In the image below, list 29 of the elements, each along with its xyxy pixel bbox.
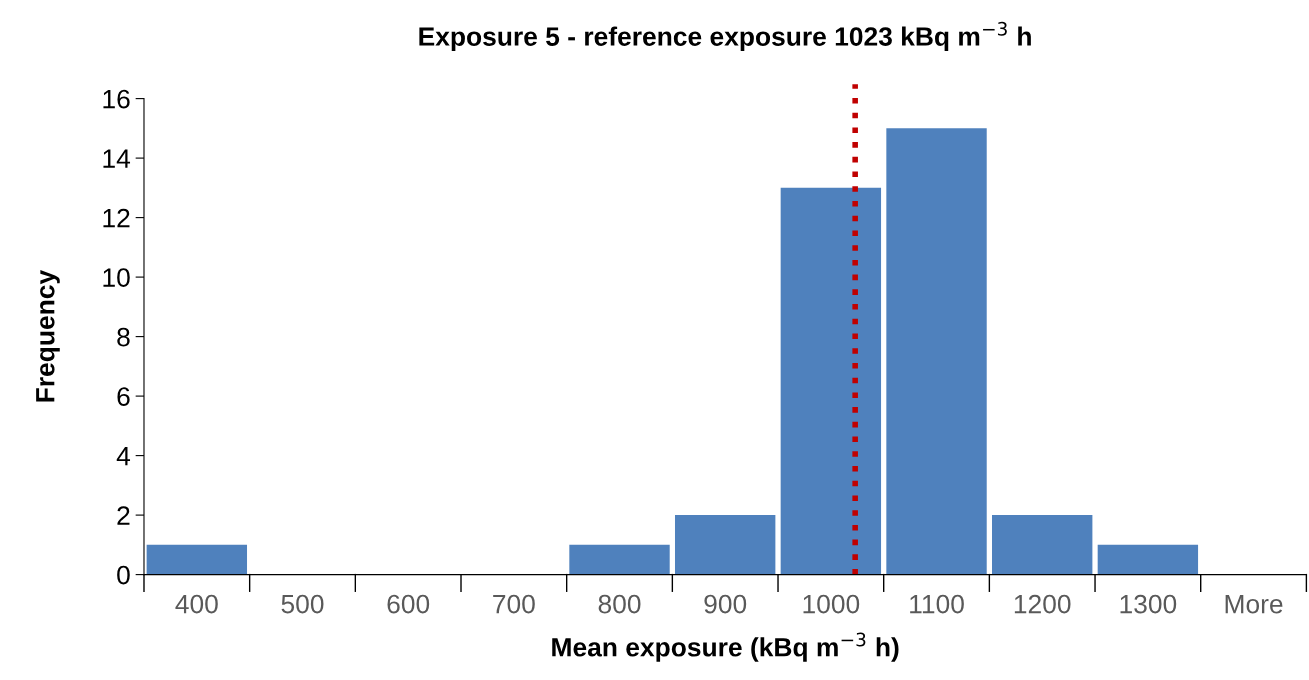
y-tick-label: 12 [103, 208, 130, 228]
x-tick-label: More [1225, 595, 1283, 614]
x-tick-label: 1000 [803, 594, 860, 614]
y-tick-label: 8 [117, 327, 130, 347]
x-tick-label: 1300 [1120, 594, 1177, 614]
y-tick-label: 10 [103, 268, 130, 287]
x-tick-label: 400 [175, 594, 218, 614]
bar [992, 515, 1093, 575]
bar [886, 128, 987, 575]
chart-title: Exposure 5 - reference exposure 1023 kBq m$^{−3}$ h [419, 21, 1031, 52]
x-tick-label: 600 [387, 594, 430, 614]
bar [146, 544, 248, 575]
y-tick-label: 0 [117, 565, 130, 585]
y-tick-label: 4 [116, 447, 131, 466]
x-tick-label: 700 [493, 594, 535, 614]
y-axis-title: Frequency [36, 270, 60, 402]
y-tick-label: 16 [103, 89, 130, 109]
bar [674, 515, 776, 575]
y-tick-label: 2 [117, 506, 130, 525]
x-tick-label: 500 [281, 594, 324, 614]
x-axis-title: Mean exposure (kBq m$^{−3}$ h) [552, 632, 899, 662]
bar [569, 544, 670, 575]
x-tick-label: 800 [598, 594, 641, 614]
y-tick-label: 14 [103, 149, 131, 168]
y-tick-label: 6 [117, 387, 130, 406]
x-tick-label: 900 [704, 594, 747, 614]
x-tick-label: 1200 [1014, 594, 1071, 614]
x-tick-label: 1100 [910, 594, 964, 614]
bar [1097, 544, 1199, 575]
